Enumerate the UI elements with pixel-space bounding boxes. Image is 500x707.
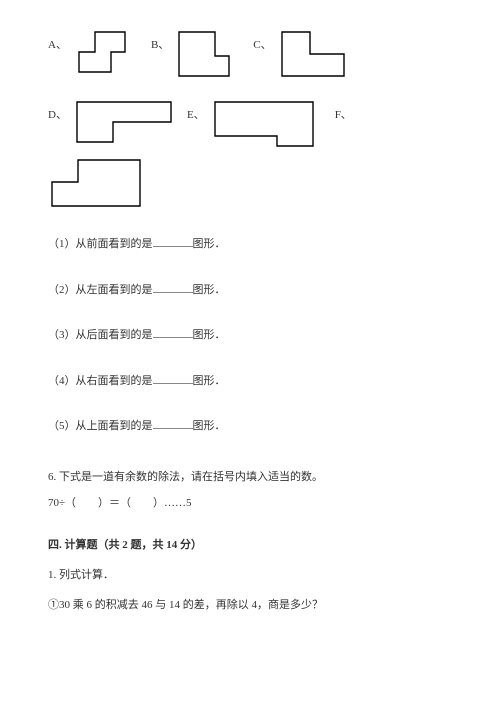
shapes-row-1: A、 B、 C、 <box>48 30 452 78</box>
q5-pre: （5）从上面看到的是 <box>48 420 153 432</box>
question-5: （5）从上面看到的是 图形． <box>48 418 452 436</box>
shape-item-b: B、 <box>151 30 233 78</box>
q6-line1: 6. 下式是一道有余数的除法，请在括号内填入适当的数。 <box>48 468 452 484</box>
shape-item-f: F、 <box>335 100 358 122</box>
q4-pre: （4）从右面看到的是 <box>48 375 153 387</box>
q3-pre: （3）从后面看到的是 <box>48 329 153 341</box>
question-3: （3）从后面看到的是 图形． <box>48 327 452 345</box>
shape-label-b: B、 <box>151 36 169 52</box>
shape-e-svg <box>211 100 317 148</box>
q2-post: 图形． <box>193 284 226 296</box>
shapes-row-2: D、 E、 F、 <box>48 100 452 148</box>
shape-item-e: E、 <box>187 100 317 148</box>
shape-label-e: E、 <box>187 106 205 122</box>
q3-blank[interactable] <box>153 328 193 338</box>
shape-label-d: D、 <box>48 106 67 122</box>
q4-blank[interactable] <box>153 374 193 384</box>
q3-post: 图形． <box>193 329 226 341</box>
q5-blank[interactable] <box>153 419 193 429</box>
question-4: （4）从右面看到的是 图形． <box>48 373 452 391</box>
q2-pre: （2）从左面看到的是 <box>48 284 153 296</box>
shape-label-a: A、 <box>48 36 67 52</box>
shape-b-svg <box>175 30 233 78</box>
question-6: 6. 下式是一道有余数的除法，请在括号内填入适当的数。 70÷（ ）＝（ ）……… <box>48 468 452 510</box>
shape-label-c: C、 <box>253 36 271 52</box>
section-4-header: 四. 计算题（共 2 题，共 14 分） <box>48 536 452 552</box>
question-2: （2）从左面看到的是 图形． <box>48 282 452 300</box>
question-1: （1）从前面看到的是 图形． <box>48 236 452 254</box>
calc-q1: 1. 列式计算． <box>48 566 452 582</box>
calc-sub1: ①30 乘 6 的积减去 46 与 14 的差，再除以 4，商是多少？ <box>48 596 452 612</box>
shape-item-lone <box>48 158 144 208</box>
shape-item-c: C、 <box>253 30 347 78</box>
shape-lone-svg <box>48 158 144 208</box>
q1-blank[interactable] <box>153 237 193 247</box>
shape-d-svg <box>73 100 175 144</box>
shape-c-svg <box>278 30 348 78</box>
q5-post: 图形． <box>193 420 226 432</box>
shapes-row-3 <box>48 158 452 208</box>
q2-blank[interactable] <box>153 283 193 293</box>
q1-pre: （1）从前面看到的是 <box>48 238 153 250</box>
shape-item-d: D、 <box>48 100 175 144</box>
shape-label-f: F、 <box>335 106 352 122</box>
q6-line2: 70÷（ ）＝（ ）……5 <box>48 494 452 510</box>
shape-item-a: A、 <box>48 30 131 74</box>
q4-post: 图形． <box>193 375 226 387</box>
q1-post: 图形． <box>193 238 226 250</box>
shape-a-svg <box>73 30 131 74</box>
